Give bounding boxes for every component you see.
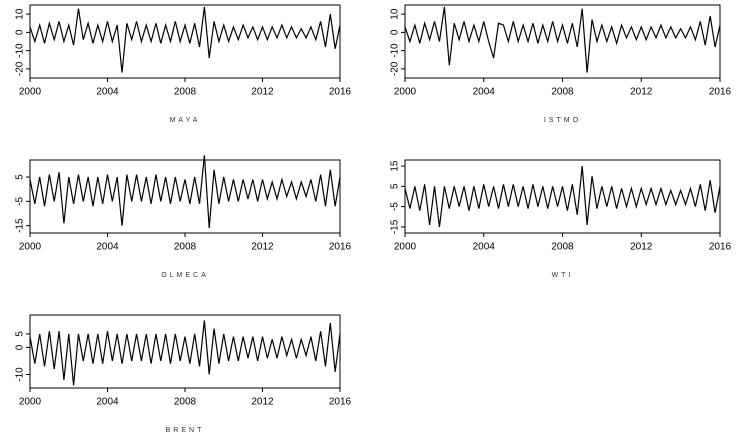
x-tick-label: 2016 [709,87,732,98]
x-tick-label: 2012 [251,87,274,98]
series-line [404,166,721,227]
y-tick-label: -10 [15,367,26,382]
x-tick-label: 2004 [96,242,119,253]
x-axis-label: BRENT [166,427,205,434]
series-line [29,155,341,229]
y-tick-label: -15 [390,219,401,234]
x-tick-label: 2004 [473,87,496,98]
x-tick-label: 2000 [394,87,417,98]
series-line [29,320,341,386]
y-tick-label: 15 [390,160,401,172]
x-tick-label: 2012 [630,242,653,253]
x-axis-label: MAYA [170,117,201,124]
x-tick-label: 2008 [174,87,197,98]
x-tick-label: 2000 [394,242,417,253]
x-tick-label: 2008 [174,242,197,253]
series-line [404,6,721,73]
x-tick-label: 2004 [96,87,119,98]
x-tick-label: 2000 [19,397,42,408]
y-tick-label: -5 [15,196,26,205]
plot-frame [29,159,341,234]
x-axis-label: ISTMO [544,117,581,124]
y-tick-label: 0 [15,344,26,350]
x-tick-label: 2012 [630,87,653,98]
y-tick-label: 10 [15,8,26,20]
x-axis-label: OLMECA [161,272,209,279]
x-tick-label: 2016 [329,397,352,408]
y-tick-label: 5 [15,174,26,180]
y-tick-label: 0 [15,29,26,35]
y-tick-label: 0 [390,29,401,35]
x-tick-label: 2016 [329,87,352,98]
y-tick-label: -20 [390,61,401,76]
x-tick-label: 2008 [551,87,574,98]
x-tick-label: 2004 [96,397,119,408]
x-tick-label: 2004 [473,242,496,253]
y-tick-label: -15 [15,218,26,233]
y-tick-label: 5 [15,331,26,337]
y-tick-label: -20 [15,61,26,76]
x-tick-label: 2000 [19,87,42,98]
plot-frame [29,4,341,79]
y-tick-label: 10 [390,8,401,20]
series-line [29,6,341,73]
x-tick-label: 2000 [19,242,42,253]
x-axis-label: WTI [552,272,574,279]
x-tick-label: 2016 [709,242,732,253]
x-tick-label: 2008 [174,397,197,408]
y-tick-label: -10 [15,43,26,58]
y-tick-label: 5 [390,183,401,189]
x-tick-label: 2008 [551,242,574,253]
y-tick-label: -5 [390,202,401,211]
y-tick-label: -10 [390,43,401,58]
x-tick-label: 2012 [251,242,274,253]
x-tick-label: 2016 [329,242,352,253]
x-tick-label: 2012 [251,397,274,408]
